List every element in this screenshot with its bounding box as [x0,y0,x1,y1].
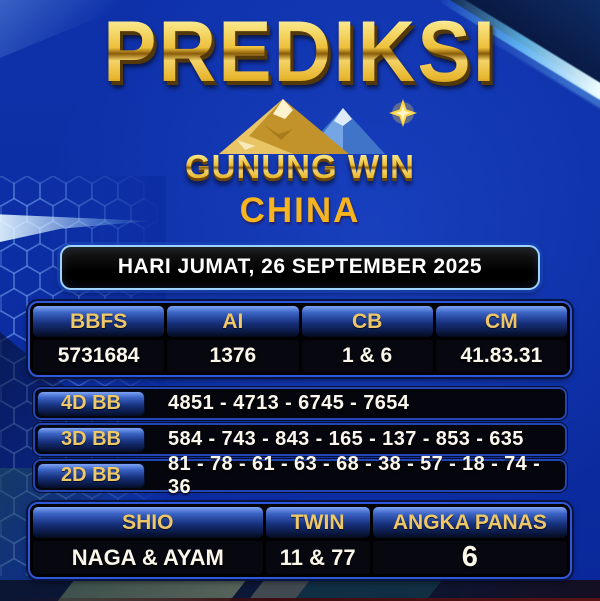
column-header-twin: TWIN [265,507,370,539]
brand-name: GUNUNG WIN [185,148,415,185]
row-numbers-3d-bb: 584 - 743 - 843 - 165 - 137 - 853 - 635 [168,428,524,451]
value-bbfs: 5731684 [33,340,165,373]
date-banner: HARI JUMAT, 26 SEPTEMBER 2025 [60,245,540,291]
mountain-gold-icon [219,99,349,154]
column-header-cm: CM [435,306,567,338]
summary-table: BBFS AI CB CM 5731684 1376 1 & 6 41.83.3… [28,301,572,378]
column-header-shio: SHIO [33,507,263,539]
column-header-angka-panas: ANGKA PANAS [372,507,567,539]
row-numbers-2d-bb: 81 - 78 - 61 - 63 - 68 - 38 - 57 - 18 - … [168,452,541,498]
bottom-stripe-shape [57,580,247,601]
page-title: PREDIKSI [103,3,497,100]
bottom-table: SHIO TWIN ANGKA PANAS NAGA & AYAM 11 & 7… [28,502,572,580]
bottom-stripe-shape [293,580,443,601]
value-shio: NAGA & AYAM [33,541,263,575]
table-row-4d-bb: 4D BB 4851 - 4713 - 6745 - 7654 [33,387,567,421]
bb-rows: 4D BB 4851 - 4713 - 6745 - 7654 3D BB 58… [33,387,567,498]
table-row-3d-bb: 3D BB 584 - 743 - 843 - 165 - 137 - 853 … [33,423,567,457]
bottom-stripe-shape [247,580,311,601]
market-name: CHINA [239,191,361,231]
row-label-3d-bb: 3D BB [37,427,145,453]
row-numbers-4d-bb: 4851 - 4713 - 6745 - 7654 [168,392,410,415]
column-header-bbfs: BBFS [33,306,165,338]
bottom-stripe [0,580,600,601]
column-header-ai: AI [167,306,299,338]
mountain-logo-icon [219,99,417,154]
value-cb: 1 & 6 [301,340,433,373]
row-label-2d-bb: 2D BB [37,463,145,489]
value-angka-panas: 6 [372,541,567,575]
brand-logo [0,96,600,156]
table-row-2d-bb: 2D BB 81 - 78 - 61 - 63 - 68 - 38 - 57 -… [33,452,567,498]
value-ai: 1376 [167,340,299,373]
value-twin: 11 & 77 [265,541,370,575]
column-header-cb: CB [301,306,433,338]
value-cm: 41.83.31 [435,340,567,373]
row-label-4d-bb: 4D BB [37,391,145,417]
star-sparkle-icon [389,99,417,127]
